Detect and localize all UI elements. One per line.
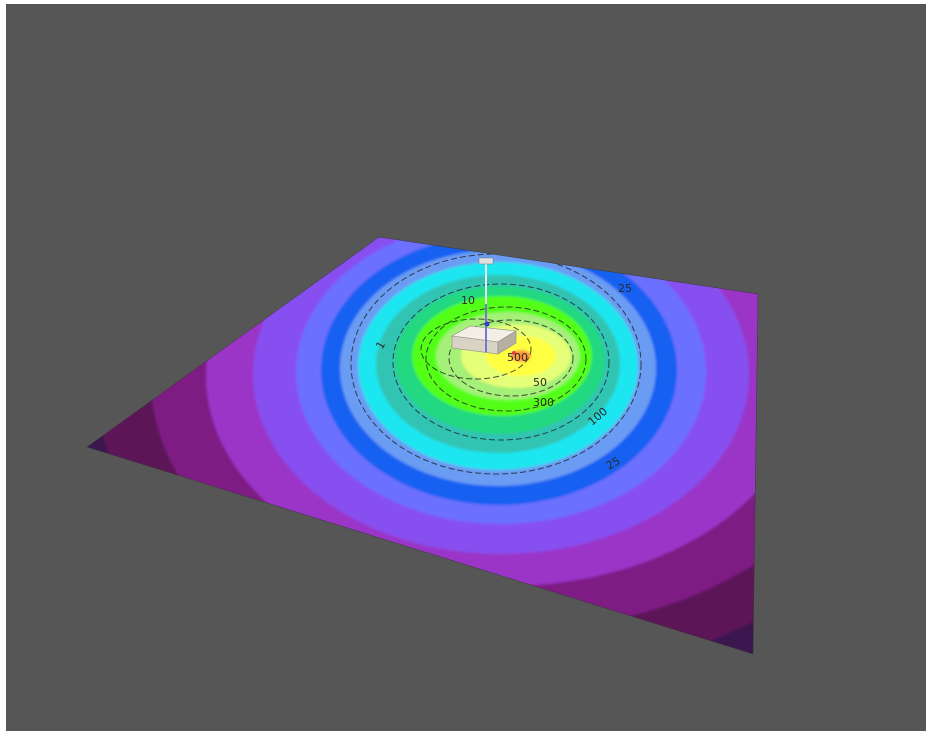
contour-label-group: 25 10 50 100 300 500 25 1 bbox=[373, 282, 632, 473]
contour-inner bbox=[420, 318, 532, 380]
contour-label-25-bottom: 25 bbox=[604, 454, 623, 472]
plume-contour-plot: 25 10 50 100 300 500 25 1 bbox=[86, 236, 759, 655]
plane-outline bbox=[86, 236, 759, 655]
3d-scene-canvas[interactable]: 25 10 50 100 300 500 25 1 bbox=[6, 4, 926, 731]
contour-label-25-top: 25 bbox=[618, 282, 632, 295]
contour-300 bbox=[425, 306, 587, 412]
max-point-icon bbox=[512, 351, 516, 355]
contour-100 bbox=[392, 283, 610, 441]
contour-label-50: 50 bbox=[533, 376, 547, 389]
contour-label-10: 10 bbox=[461, 294, 475, 307]
source-point bbox=[484, 321, 490, 327]
building-side bbox=[497, 330, 517, 355]
stack-top-cap bbox=[478, 257, 494, 265]
contour-500 bbox=[448, 319, 574, 397]
contour-label-300: 300 bbox=[533, 396, 554, 409]
ground-plane bbox=[87, 237, 758, 654]
stack-group[interactable] bbox=[478, 257, 516, 355]
contour-label-500: 500 bbox=[507, 351, 528, 364]
